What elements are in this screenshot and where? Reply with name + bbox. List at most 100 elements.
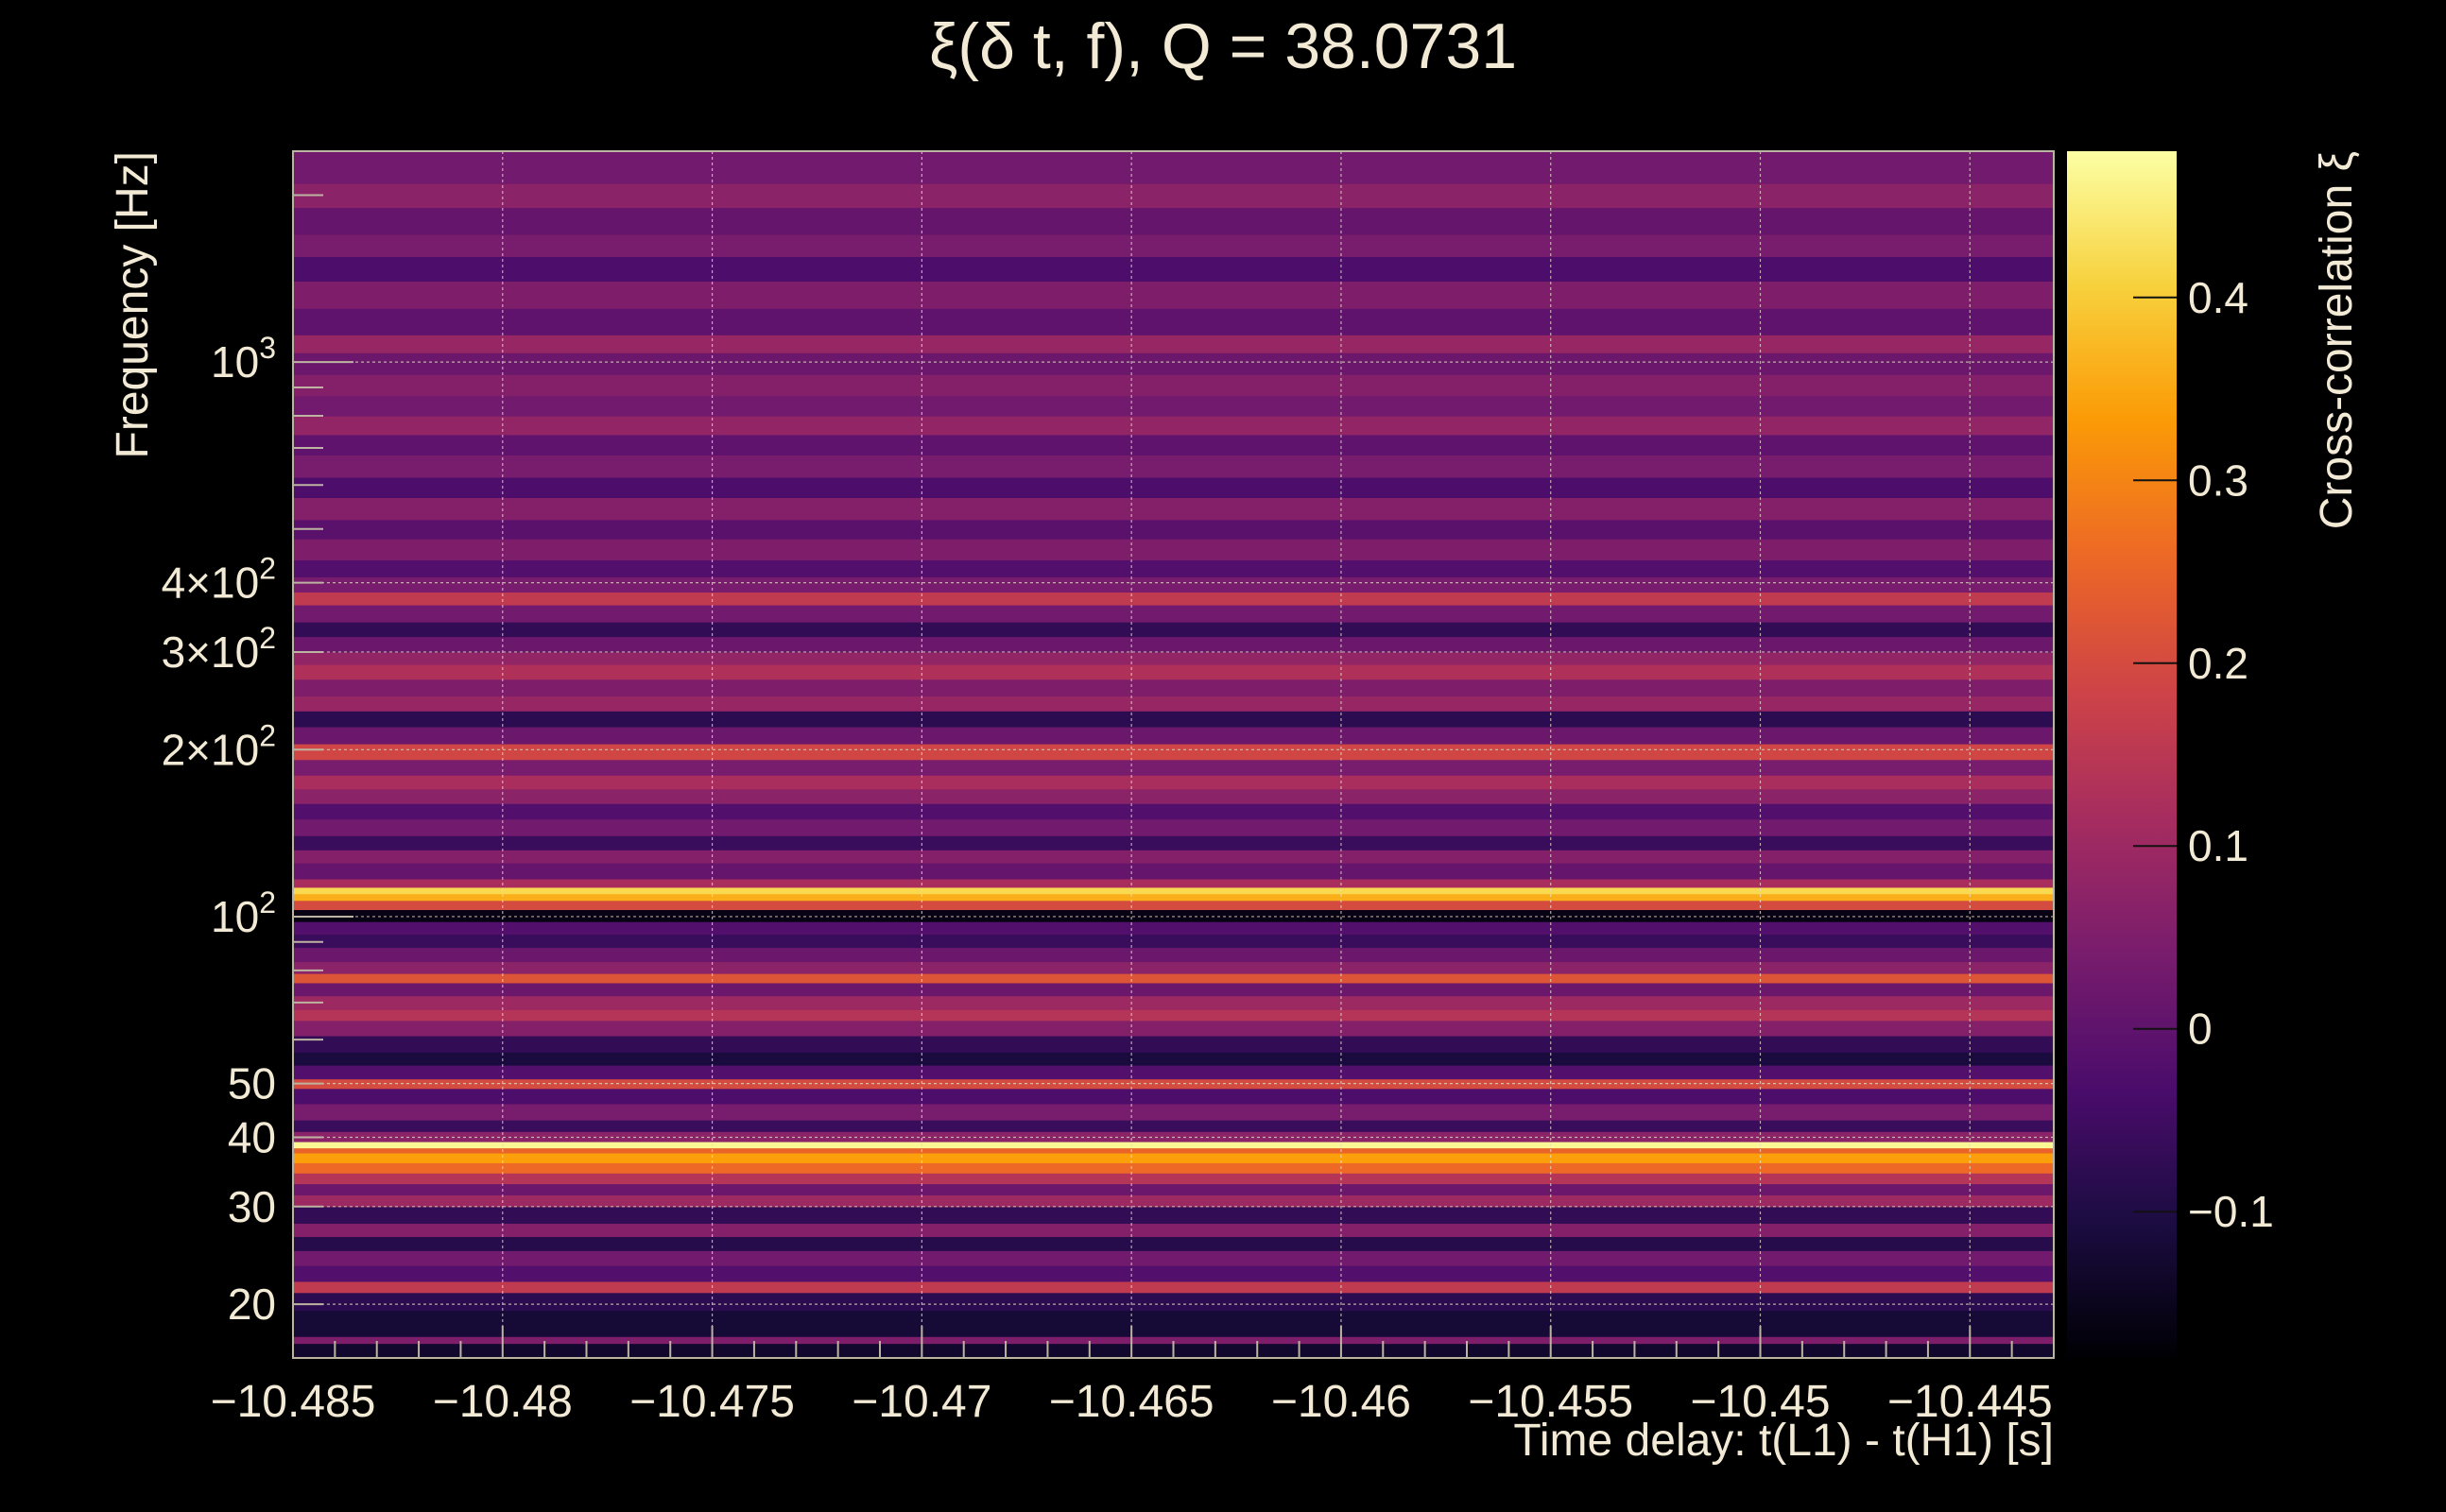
heatmap-band	[293, 622, 2054, 638]
x-axis: −10.485 −10.48 −10.475 −10.47 −10.465 −10.46 −…	[211, 1326, 2055, 1427]
heatmap-band	[293, 679, 2054, 697]
heatmap-band	[293, 1183, 2054, 1195]
heatmap-band	[293, 982, 2054, 997]
heatmap-band	[293, 818, 2054, 836]
x-tick-label: −10.47	[852, 1377, 991, 1427]
x-tick-label: −10.465	[1049, 1377, 1214, 1427]
heatmap-band	[293, 900, 2054, 911]
heatmap-band	[293, 1280, 2054, 1294]
heatmap-band	[293, 1141, 2054, 1149]
heatmap-band	[293, 207, 2054, 235]
heatmap-band	[293, 1265, 2054, 1282]
heatmap-band	[293, 1162, 2054, 1174]
colorbar-tick-label: 0.1	[2188, 821, 2248, 870]
heatmap-band	[293, 576, 2054, 593]
y-tick-label: 2×102	[162, 718, 276, 774]
x-tick-label: −10.46	[1271, 1377, 1411, 1427]
heatmap-band	[293, 850, 2054, 864]
heatmap-band	[293, 281, 2054, 309]
heatmap-band	[293, 1020, 2054, 1037]
y-tick-label: 103	[211, 331, 276, 387]
heatmap-band	[293, 559, 2054, 577]
heatmap-band	[293, 788, 2054, 804]
heatmap-band	[293, 497, 2054, 521]
x-tick-label: −10.445	[1887, 1377, 2053, 1427]
heatmap-band	[293, 863, 2054, 880]
x-tick-label: −10.485	[211, 1377, 376, 1427]
heatmap-band	[293, 1250, 2054, 1266]
y-tick-label: 4×102	[162, 552, 276, 608]
heatmap-band	[293, 352, 2054, 375]
grid-lines	[292, 151, 2054, 1358]
heatmap-band	[293, 1131, 2054, 1143]
colorbar-tick-label: 0.3	[2188, 455, 2248, 505]
colorbar-gradient	[2067, 151, 2177, 1358]
heatmap-band	[293, 1088, 2054, 1105]
y-axis-label: Frequency [Hz]	[108, 151, 158, 458]
heatmap-band	[293, 1064, 2054, 1080]
heatmap-band	[293, 1310, 2054, 1337]
heatmap-band	[293, 1223, 2054, 1238]
heatmap-band	[293, 1052, 2054, 1066]
heatmap-band	[293, 973, 2054, 984]
x-tick-label: −10.45	[1690, 1377, 1830, 1427]
heatmap-band	[293, 759, 2054, 776]
heatmap-band	[293, 592, 2054, 606]
heatmap-band	[293, 476, 2054, 498]
y-tick-label: 40	[228, 1112, 276, 1161]
chart-title: ξ(δ t, f), Q = 38.0731	[929, 10, 1517, 82]
heatmap-band	[293, 415, 2054, 436]
heatmap-band	[293, 947, 2054, 963]
heatmap-band	[293, 1194, 2054, 1208]
y-tick-label: 3×102	[162, 621, 276, 677]
heatmap-band	[293, 1103, 2054, 1121]
heatmap-band	[293, 308, 2054, 335]
heatmap-band	[293, 744, 2054, 761]
colorbar-tick-label: −0.1	[2188, 1187, 2274, 1236]
heatmap-band	[293, 1152, 2054, 1163]
heatmap-band	[293, 886, 2054, 895]
heatmap-band	[293, 651, 2054, 665]
heatmap-band	[293, 1120, 2054, 1132]
colorbar-tick-label: 0	[2188, 1005, 2213, 1054]
heatmap-band	[293, 636, 2054, 653]
x-tick-label: −10.455	[1468, 1377, 1633, 1427]
heatmap-band	[293, 775, 2054, 790]
heatmap-band	[293, 395, 2054, 417]
colorbar-ticks: −0.1 0 0.1 0.2 0.3 0.4	[2133, 273, 2274, 1236]
heatmap-band	[293, 1236, 2054, 1251]
heatmap-band	[293, 835, 2054, 850]
heatmap-band	[293, 803, 2054, 820]
x-axis-label: Time delay: t(L1) - t(H1) [s]	[1513, 1416, 2054, 1466]
y-tick-label: 102	[211, 885, 276, 941]
heatmap-band	[293, 455, 2054, 478]
heatmap-band	[293, 374, 2054, 397]
heatmap-band	[293, 727, 2054, 745]
heatmap-band	[293, 664, 2054, 680]
heatmap-band	[293, 434, 2054, 456]
x-tick-label: −10.475	[629, 1377, 795, 1427]
heatmap-band	[293, 878, 2054, 888]
heatmap-band	[293, 1292, 2054, 1312]
heatmap-band	[293, 995, 2054, 1010]
heatmap-band	[293, 1147, 2054, 1154]
heatmap-band	[293, 1009, 2054, 1022]
heatmap-band	[293, 909, 2054, 922]
heatmap-band	[293, 696, 2054, 712]
colorbar-tick-label: 0.4	[2188, 273, 2248, 322]
heatmap-band	[293, 256, 2054, 282]
heatmap-band	[293, 961, 2054, 974]
heatmap-band	[293, 183, 2054, 209]
heatmap-band	[293, 1035, 2054, 1053]
heatmap-band	[293, 151, 2054, 184]
heatmap-band	[293, 893, 2054, 902]
x-tick-label: −10.48	[433, 1377, 573, 1427]
heatmap-band	[293, 1336, 2054, 1345]
heatmap-band	[293, 519, 2054, 540]
heatmap-band	[293, 539, 2054, 560]
heatmap-band	[293, 921, 2054, 936]
y-tick-label: 30	[228, 1182, 276, 1231]
colorbar-label: Cross-correlation ξ	[2312, 151, 2362, 529]
heatmap-plot-area	[293, 151, 2054, 1358]
